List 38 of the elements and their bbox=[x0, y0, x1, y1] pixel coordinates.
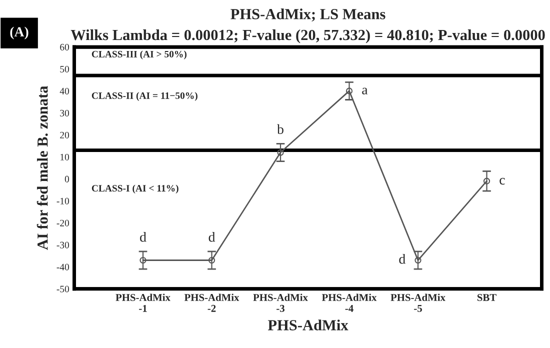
y-tick-label: -40 bbox=[56, 264, 70, 270]
point bbox=[346, 88, 353, 94]
point bbox=[414, 256, 422, 264]
y-tick-label: -10 bbox=[56, 198, 70, 204]
chart-subtitle: Wilks Lambda = 0.00012; F-value (20, 57.332) = 40.810; P-value = 0.0000 bbox=[70, 29, 545, 44]
x-tick-label: PHS-AdMix -1 bbox=[116, 294, 170, 312]
y-tick-label: 50 bbox=[60, 66, 70, 72]
y-tick-label: 60 bbox=[60, 44, 70, 50]
annotation: d bbox=[399, 254, 406, 264]
annotation: a bbox=[362, 88, 368, 94]
point bbox=[277, 149, 284, 156]
annotation: b bbox=[277, 124, 284, 134]
y-tick-label: -50 bbox=[56, 286, 70, 292]
x-tick-label: PHS-AdMix -2 bbox=[184, 294, 240, 312]
y-tick-label: 0 bbox=[64, 176, 70, 182]
y-tick-label: -20 bbox=[56, 220, 70, 226]
annotation: d bbox=[140, 232, 146, 242]
point bbox=[483, 178, 490, 184]
y-tick-label: 30 bbox=[60, 110, 70, 116]
y-axis-title: AI for fed male B. zonata bbox=[36, 86, 48, 250]
y-tick-label: 10 bbox=[60, 154, 70, 160]
band-label: CLASS-II (AI = 11−50%) bbox=[92, 92, 198, 101]
annotation: c bbox=[500, 178, 505, 185]
x-tick-label: PHS-AdMix -3 bbox=[253, 294, 308, 312]
point bbox=[140, 256, 146, 264]
x-tick-label: PHS-AdMix -5 bbox=[390, 294, 446, 312]
x-axis-title: PHS-AdMix bbox=[268, 320, 348, 330]
x-tick-label: PHS-AdMix -4 bbox=[322, 294, 377, 312]
chart-title: PHS-AdMix; LS Means bbox=[230, 8, 386, 22]
band-label: CLASS-I (AI < 11%) bbox=[92, 184, 178, 194]
y-tick-label: 40 bbox=[60, 88, 70, 94]
text: (A) bbox=[10, 26, 28, 40]
x-tick-label: SBT bbox=[477, 294, 496, 302]
y-tick-label: 20 bbox=[60, 132, 70, 138]
annotation: d bbox=[208, 232, 216, 242]
point bbox=[208, 256, 216, 264]
band-label: CLASS-III (AI > 50%) bbox=[92, 50, 186, 60]
y-tick-label: -30 bbox=[56, 242, 70, 248]
